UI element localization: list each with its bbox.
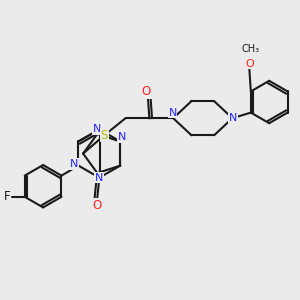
Text: O: O bbox=[142, 85, 151, 98]
Text: N: N bbox=[229, 113, 237, 123]
Text: CH₃: CH₃ bbox=[241, 44, 259, 54]
Text: N: N bbox=[118, 132, 126, 142]
Text: N: N bbox=[93, 124, 101, 134]
Text: F: F bbox=[4, 190, 11, 203]
Text: S: S bbox=[100, 129, 108, 142]
Text: N: N bbox=[168, 108, 177, 118]
Text: O: O bbox=[92, 199, 102, 212]
Text: O: O bbox=[245, 59, 254, 69]
Text: N: N bbox=[70, 159, 78, 169]
Text: N: N bbox=[94, 173, 103, 183]
